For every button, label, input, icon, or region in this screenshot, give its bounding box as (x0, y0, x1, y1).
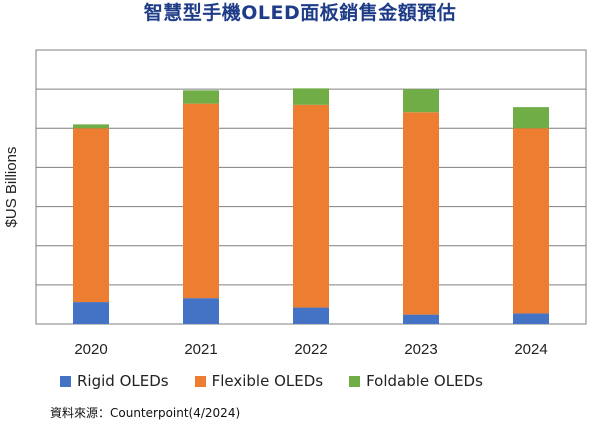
bar-flexible-oleds-2024 (513, 128, 549, 314)
bar-foldable-oleds-2022 (293, 88, 329, 105)
x-tick-label: 2020 (74, 341, 107, 358)
x-tick-label: 2021 (184, 341, 217, 358)
bar-flexible-oleds-2021 (183, 103, 219, 299)
bar-flexible-oleds-2022 (293, 104, 329, 308)
bars (73, 88, 549, 324)
bar-flexible-oleds-2020 (73, 128, 109, 303)
bar-foldable-oleds-2020 (73, 124, 109, 129)
legend-label: Foldable OLEDs (366, 372, 483, 390)
bar-rigid-oleds-2021 (183, 298, 219, 324)
legend-item-flexible-oleds: Flexible OLEDs (194, 372, 324, 390)
legend-label: Rigid OLEDs (77, 372, 169, 390)
legend-item-rigid-oleds: Rigid OLEDs (60, 372, 169, 390)
bar-foldable-oleds-2021 (183, 90, 219, 104)
x-tick-label: 2024 (514, 341, 547, 358)
legend: Rigid OLEDs Flexible OLEDs Foldable OLEDs (60, 370, 580, 392)
stacked-bar-chart: 2020 2021 2022 2023 2024 $US Billions (3, 49, 587, 358)
legend-swatch (349, 375, 361, 387)
x-tick-label: 2022 (294, 341, 327, 358)
x-tick-labels: 2020 2021 2022 2023 2024 (74, 341, 547, 358)
chart-title: 智慧型手機OLED面板銷售金額預估 (143, 2, 457, 24)
bar-foldable-oleds-2023 (403, 89, 439, 113)
bar-rigid-oleds-2020 (73, 302, 109, 324)
legend-label: Flexible OLEDs (211, 372, 324, 390)
y-axis-label: $US Billions (3, 147, 20, 228)
source-note: 資料來源：Counterpoint(4/2024) (50, 406, 241, 420)
bar-foldable-oleds-2024 (513, 107, 549, 129)
bar-rigid-oleds-2023 (403, 314, 439, 324)
bar-flexible-oleds-2023 (403, 112, 439, 315)
legend-swatch (194, 375, 206, 387)
legend-swatch (60, 375, 71, 387)
bar-rigid-oleds-2024 (513, 313, 549, 324)
legend-item-foldable-oleds: Foldable OLEDs (349, 372, 483, 390)
bar-rigid-oleds-2022 (293, 307, 329, 324)
x-tick-label: 2023 (404, 341, 437, 358)
